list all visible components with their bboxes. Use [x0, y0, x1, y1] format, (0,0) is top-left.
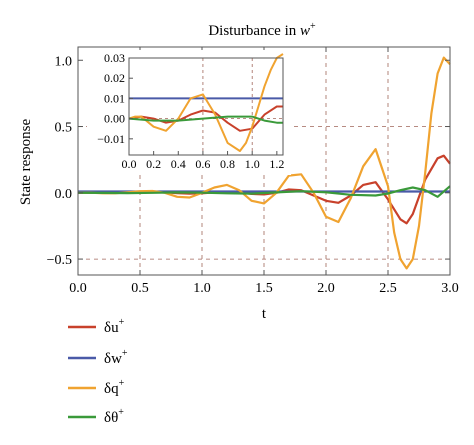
- inset-y-tick-label: 0.02: [104, 71, 125, 85]
- legend-label-base: δq: [104, 381, 119, 397]
- x-tick-label: 3.0: [441, 281, 459, 296]
- inset-y-tick-label: −0.01: [97, 132, 125, 146]
- series-line: [77, 56, 451, 270]
- inset-series-line: [128, 105, 283, 132]
- inset-y-tick-label: 0.00: [104, 112, 125, 126]
- x-tick-label: 0.0: [69, 281, 87, 296]
- y-tick-label: 0.5: [55, 121, 73, 136]
- inset-x-tick-label: 0.6: [195, 157, 210, 171]
- chart-title-sup: +: [310, 21, 316, 32]
- x-tick-label: 1.0: [193, 281, 211, 296]
- x-tick-label: 2.5: [379, 281, 397, 296]
- legend-label-base: δu: [104, 320, 119, 336]
- inset-series-line: [128, 115, 283, 124]
- legend-label: δw+: [104, 348, 128, 367]
- legend-label-base: δw: [104, 351, 122, 367]
- chart-title-prefix: Disturbance in: [208, 23, 300, 39]
- inset-x-tick-label: 0.4: [171, 157, 186, 171]
- inset-frame: [128, 57, 284, 156]
- inset-chart: 0.0 0.2 0.4 0.6 0.8 1.0 1.2 −0.01 0.00 0.01 0.02 0.…: [87, 50, 291, 175]
- x-tick-label: 0.5: [131, 281, 149, 296]
- x-tick-label: 2.0: [317, 281, 335, 296]
- y-tick-label: −0.5: [47, 253, 72, 268]
- inset-x-tick-label: 1.0: [245, 157, 260, 171]
- legend-label: δq+: [104, 378, 125, 397]
- chart-title-var: w: [300, 23, 310, 39]
- main-axes: 0.0 0.5 1.0 1.5 2.0 2.5 3.0 −0.5 0.0 0.5 1.0: [47, 46, 459, 296]
- inset-y-tick-label: 0.01: [104, 91, 125, 105]
- inset-y-tick-label: 0.03: [104, 51, 125, 65]
- legend-label: δu+: [104, 317, 125, 336]
- legend-label: δθ+: [104, 407, 124, 426]
- legend-label-sup: +: [119, 317, 125, 328]
- legend-label-base: δθ: [104, 410, 118, 426]
- inset-series-line: [128, 53, 284, 152]
- x-axis-label: t: [262, 306, 267, 322]
- y-axis-label: State response: [18, 119, 34, 206]
- inset-x-tick-label: 0.2: [146, 157, 161, 171]
- inset-x-tick-label: 0.8: [220, 157, 235, 171]
- y-tick-label: 1.0: [55, 54, 73, 69]
- legend-label-sup: +: [118, 407, 124, 418]
- y-tick-label: 0.0: [55, 187, 73, 202]
- legend-label-sup: +: [122, 348, 128, 359]
- chart-title: Disturbance in w+: [208, 21, 316, 39]
- legend-label-sup: +: [119, 378, 125, 389]
- legend: δu+δw+δq+δθ+: [68, 317, 128, 426]
- x-tick-label: 1.5: [255, 281, 273, 296]
- main-series: [77, 56, 451, 270]
- series-line: [77, 185, 451, 198]
- inset-x-tick-label: 0.0: [122, 157, 137, 171]
- inset-x-tick-label: 1.2: [269, 157, 284, 171]
